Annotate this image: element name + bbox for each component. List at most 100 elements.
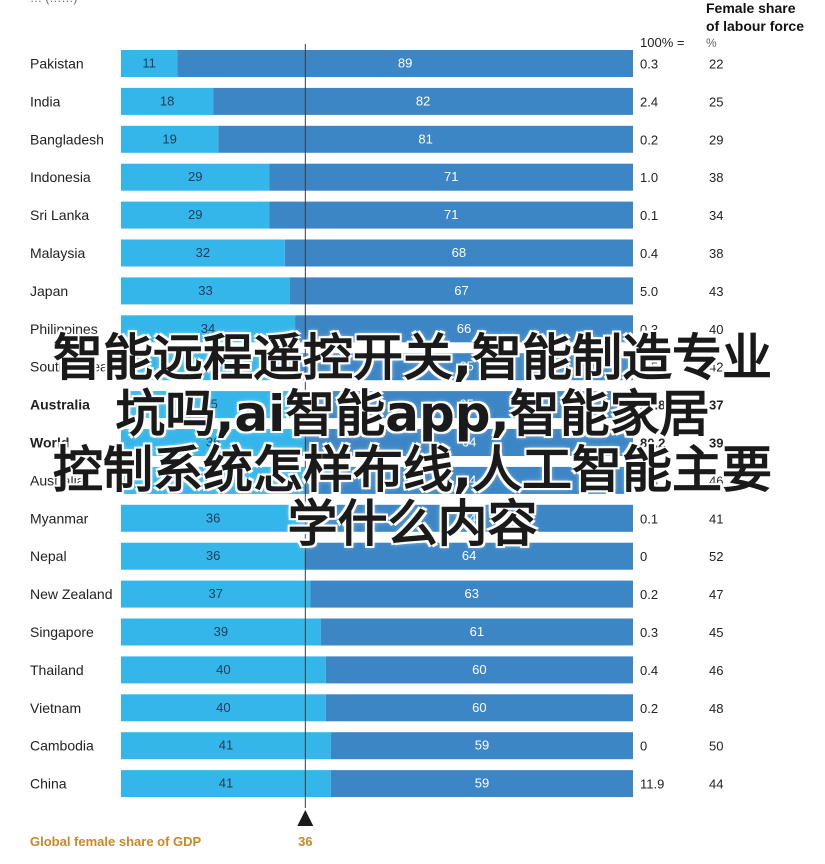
row-label: Pakistan: [30, 56, 84, 72]
female-bar: [121, 504, 306, 532]
row-label: Philippines: [30, 321, 98, 337]
gdp-value: 11.9: [640, 777, 664, 792]
gdp-value: 0.3: [640, 322, 658, 337]
male-bar-label: 59: [475, 738, 489, 753]
male-bar: [325, 656, 633, 684]
female-bar: [121, 656, 326, 684]
row-label: Myanmar: [30, 510, 89, 526]
row-label: Cambodia: [30, 738, 94, 754]
female-labour-share-value: 46: [709, 473, 723, 488]
female-labour-share-value: 48: [709, 701, 723, 716]
row-label: Malaysia: [30, 245, 85, 261]
overlay-line-2: 坑吗,ai智能app,智能家居: [115, 385, 710, 443]
female-labour-share-value: 25: [709, 94, 723, 109]
female-bar-label: 33: [198, 283, 212, 298]
male-bar: [213, 87, 633, 115]
gdp-value: 0: [640, 739, 647, 754]
male-bar-label: 60: [472, 662, 486, 677]
female-labour-share-value: 46: [709, 663, 723, 678]
male-bar: [218, 125, 633, 153]
male-bar: [305, 466, 633, 494]
female-labour-share-value: 43: [709, 284, 723, 299]
female-bar-label: 36: [206, 472, 220, 487]
male-bar: [269, 201, 633, 229]
male-bar: [305, 542, 633, 570]
female-labour-share-value: 42: [709, 360, 723, 375]
gdp-value: 2.4: [640, 94, 658, 109]
female-bar: [121, 201, 270, 229]
gdp-value: 5.0: [640, 284, 658, 299]
male-bar-label: 89: [398, 56, 412, 71]
female-bar-label: 40: [216, 700, 230, 715]
overlay-line-4: 学什么内容: [287, 495, 538, 553]
female-bar: [121, 125, 219, 153]
female-bar-label: 29: [188, 207, 202, 222]
male-bar: [300, 353, 633, 381]
female-bar-label: 37: [208, 586, 222, 601]
male-bar: [330, 732, 633, 760]
male-bar: [320, 618, 633, 646]
female-labour-share-value: 39: [709, 436, 723, 451]
female-labour-share-value: 34: [709, 208, 723, 223]
male-bar-label: 82: [416, 93, 430, 108]
female-bar: [121, 694, 326, 722]
female-bar-label: 34: [201, 321, 215, 336]
female-labour-share-value: 41: [709, 511, 723, 526]
male-bar: [300, 391, 633, 419]
female-bar-label: 36: [206, 435, 220, 450]
female-labour-share-value: 40: [709, 322, 723, 337]
row-label: South Korea: [30, 359, 108, 375]
bar-rows: Pakistan 11 89 0.3 22 India 18 82 2.4 25 Banglades…: [30, 50, 723, 798]
gdp-value: 1.5: [640, 360, 658, 375]
female-bar: [121, 542, 306, 570]
row-label: Thailand: [30, 662, 84, 678]
male-bar-label: 68: [452, 245, 466, 260]
row-label: China: [30, 776, 67, 792]
female-bar: [121, 732, 331, 760]
male-bar-label: 64: [462, 435, 476, 450]
footer-label: Global female share of GDP: [30, 834, 202, 849]
male-bar-label: 64: [462, 510, 476, 525]
gdp-value: 0.4: [640, 663, 658, 678]
female-bar-label: 29: [188, 169, 202, 184]
female-bar-label: 35: [203, 397, 217, 412]
row-label: Australia: [30, 397, 90, 413]
female-bar-label: 36: [206, 510, 220, 525]
female-bar-label: 36: [206, 548, 220, 563]
gdp-value: 1.0: [640, 170, 658, 185]
female-bar: [121, 391, 301, 419]
gdp-value: 0.2: [640, 587, 658, 602]
female-labour-share-value: 47: [709, 587, 723, 602]
female-bar-label: 35: [203, 359, 217, 374]
gdp-value: 0.4: [640, 246, 658, 261]
row-label: Australia: [30, 472, 85, 488]
row-label: Singapore: [30, 624, 94, 640]
female-bar-label: 40: [216, 662, 230, 677]
male-bar-label: 60: [472, 700, 486, 715]
female-bar: [121, 50, 178, 77]
row-label: New Zealand: [30, 586, 113, 602]
female-bar: [121, 429, 306, 456]
male-bar-label: 71: [444, 169, 458, 184]
female-bar-label: 19: [162, 131, 176, 146]
male-bar-label: 61: [470, 624, 484, 639]
gdp-value: 1.5: [640, 473, 658, 488]
row-label: India: [30, 93, 61, 109]
male-bar: [284, 239, 633, 267]
male-bar-label: 81: [418, 131, 432, 146]
gdp-value: 25.8: [640, 398, 665, 413]
female-labour-share-value: 29: [709, 132, 723, 147]
female-labour-share-value: 45: [709, 625, 723, 640]
female-bar: [121, 315, 296, 343]
gdp-value: 0.2: [640, 132, 658, 147]
share-header-line1: Female share: [706, 0, 796, 16]
male-bar: [330, 770, 633, 798]
male-bar-label: 64: [462, 548, 476, 563]
footer-value: 36: [298, 834, 312, 849]
gdp-value: 0.1: [640, 208, 658, 223]
row-label: Japan: [30, 283, 68, 299]
female-bar-label: 39: [214, 624, 228, 639]
gdp-value: 0.3: [640, 57, 658, 72]
overlay-line-3: 控制系统怎样布线,人工智能主要: [53, 441, 772, 499]
